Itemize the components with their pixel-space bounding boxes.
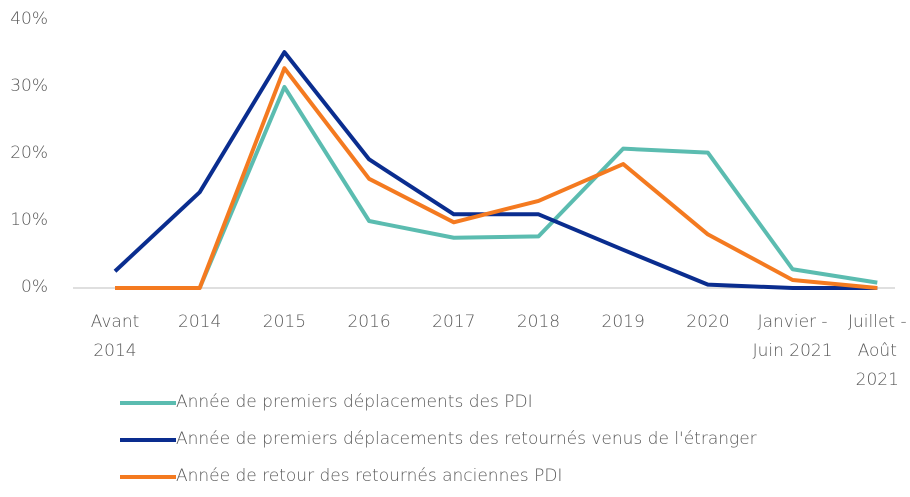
- x-tick-label: Avant 2014: [90, 312, 140, 361]
- series-line: [113, 50, 878, 290]
- y-tick-label: 20%: [10, 143, 48, 163]
- y-tick-label: 10%: [10, 210, 48, 230]
- x-tick-label: Juillet - Août 2021: [847, 312, 907, 390]
- legend-label: Année de premiers déplacements des retou…: [176, 429, 757, 449]
- x-tick-label: 2016: [347, 312, 391, 332]
- y-tick-label: 30%: [10, 76, 48, 96]
- legend-label: Année de retour des retournés anciennes …: [176, 466, 563, 486]
- x-tick-label: 2015: [262, 312, 307, 332]
- x-tick-label: 2018: [516, 312, 561, 332]
- legend-label: Année de premiers déplacements des PDI: [176, 392, 533, 412]
- x-tick-label: 2020: [686, 312, 730, 332]
- x-tick-label: 2019: [601, 312, 645, 332]
- series-line: [115, 66, 878, 290]
- x-tick-label: Janvier - Juin 2021: [752, 312, 833, 361]
- x-tick-label: 2017: [432, 312, 476, 332]
- x-tick-label: 2014: [178, 312, 222, 332]
- series-line: [115, 85, 878, 290]
- y-tick-label: 40%: [10, 9, 48, 29]
- y-tick-label: 0%: [21, 277, 48, 297]
